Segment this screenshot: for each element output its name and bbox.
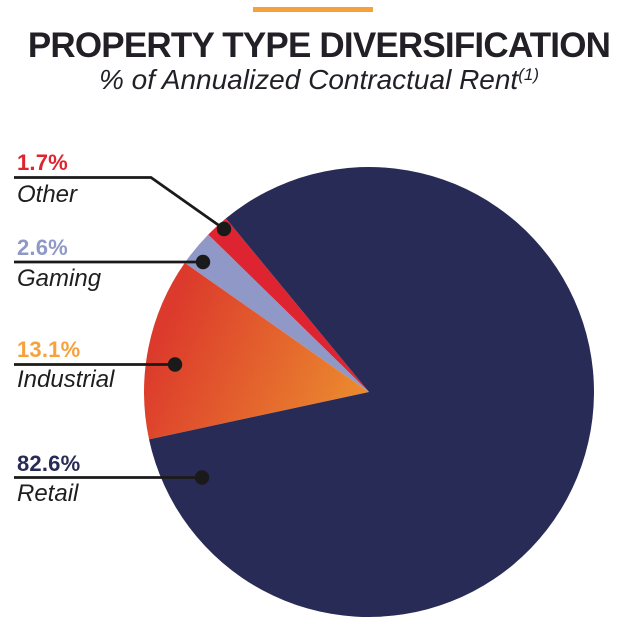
accent-bar [253, 7, 373, 12]
pie-slice-retail [149, 166, 594, 617]
pie-slice-industrial [143, 262, 369, 440]
leader-dot-other [216, 221, 232, 237]
percent-label-gaming: 2.6% [17, 235, 68, 260]
footnote-marker: (1) [518, 65, 539, 84]
category-label-industrial: Industrial [17, 366, 115, 393]
percent-label-industrial: 13.1% [17, 337, 81, 362]
chart-title: PROPERTY TYPE DIVERSIFICATION [27, 26, 611, 65]
pie-slice-gaming [184, 234, 369, 392]
category-label-gaming: Gaming [17, 265, 102, 292]
chart-subtitle: % of Annualized Contractual Rent(1) [0, 64, 638, 96]
chart-subtitle-text: % of Annualized Contractual Rent [99, 64, 519, 95]
category-label-other: Other [17, 181, 78, 208]
percent-label-other: 1.7% [17, 150, 68, 175]
leader-dot-retail [194, 470, 210, 485]
leader-line-other [14, 176, 225, 231]
percent-label-retail: 82.6% [17, 451, 81, 476]
leader-dot-gaming [195, 254, 211, 270]
leader-dot-industrial [167, 357, 183, 372]
category-label-retail: Retail [17, 480, 79, 507]
pie-slice-other [208, 218, 369, 392]
